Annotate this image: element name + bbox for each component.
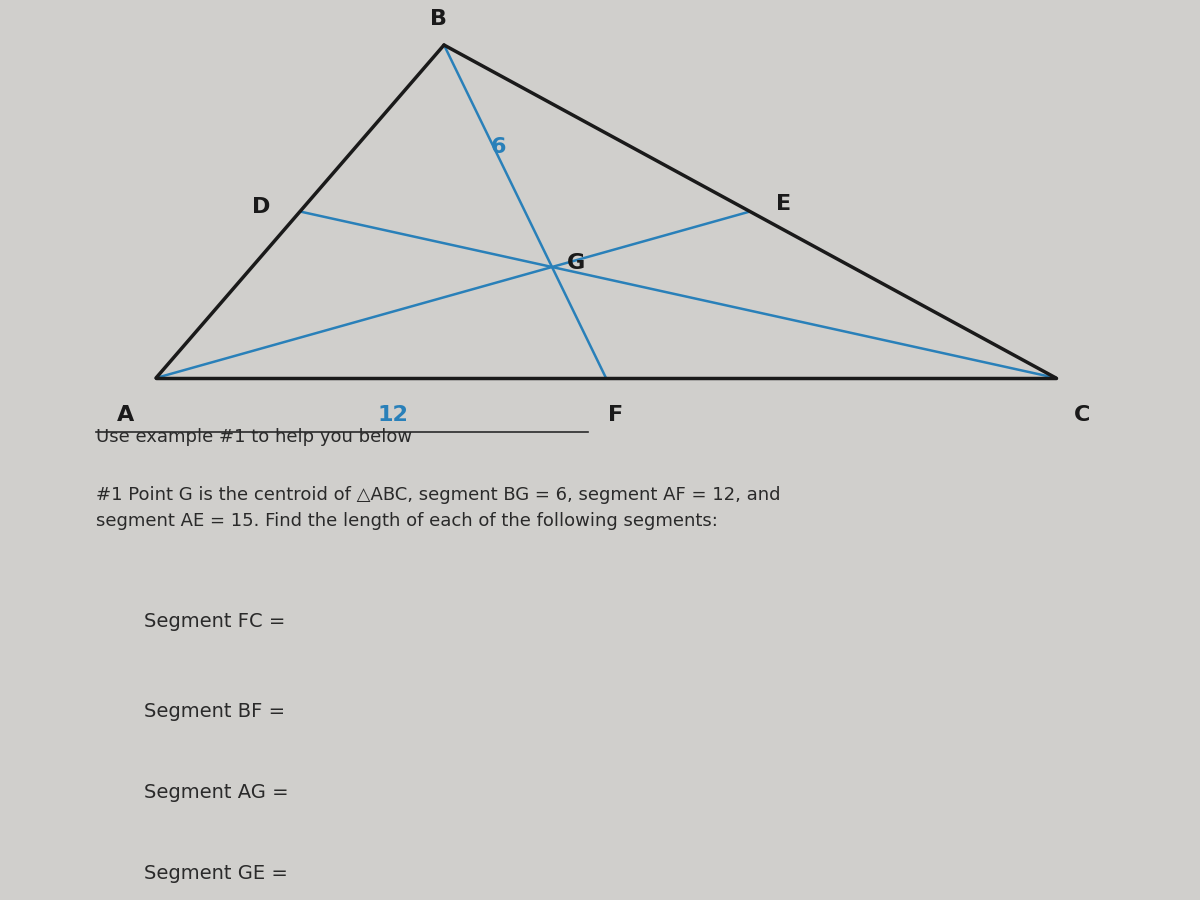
Text: A: A	[118, 405, 134, 425]
Text: #1 Point G is the centroid of △ABC, segment BG = 6, segment AF = 12, and
segment: #1 Point G is the centroid of △ABC, segm…	[96, 486, 780, 530]
Text: Segment GE =: Segment GE =	[144, 864, 288, 883]
Text: F: F	[608, 405, 623, 425]
Text: C: C	[1074, 405, 1091, 425]
Text: E: E	[776, 194, 792, 214]
Text: D: D	[252, 197, 270, 217]
Text: Segment BF =: Segment BF =	[144, 702, 286, 721]
Text: Use example #1 to help you below: Use example #1 to help you below	[96, 428, 412, 446]
Text: 12: 12	[378, 405, 408, 425]
Text: Segment FC =: Segment FC =	[144, 612, 286, 631]
Text: G: G	[566, 253, 584, 273]
Text: Segment AG =: Segment AG =	[144, 783, 289, 802]
Text: 6: 6	[491, 137, 505, 157]
Text: B: B	[430, 9, 446, 29]
